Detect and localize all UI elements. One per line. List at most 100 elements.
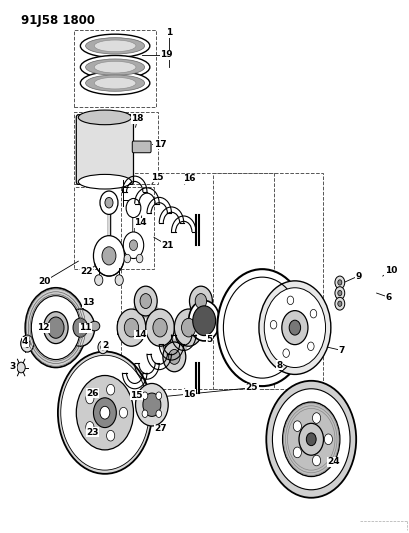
Text: 21: 21 xyxy=(161,241,173,250)
Circle shape xyxy=(337,290,341,296)
Circle shape xyxy=(145,309,174,346)
Circle shape xyxy=(76,375,133,450)
FancyBboxPatch shape xyxy=(76,115,133,184)
Circle shape xyxy=(140,294,151,309)
Circle shape xyxy=(106,384,115,395)
Text: 91J58 1800: 91J58 1800 xyxy=(21,14,95,27)
Text: 2: 2 xyxy=(101,341,108,350)
Circle shape xyxy=(101,345,105,350)
Circle shape xyxy=(155,410,161,417)
Bar xyxy=(74,187,153,269)
Circle shape xyxy=(47,317,64,338)
Circle shape xyxy=(21,335,34,352)
Circle shape xyxy=(105,197,113,208)
Circle shape xyxy=(100,406,110,419)
Text: 5: 5 xyxy=(205,335,212,344)
Ellipse shape xyxy=(80,71,149,95)
Text: 15: 15 xyxy=(150,173,163,182)
Circle shape xyxy=(310,310,316,318)
Text: 19: 19 xyxy=(160,51,173,59)
Circle shape xyxy=(162,342,185,372)
Circle shape xyxy=(117,309,145,346)
Circle shape xyxy=(195,294,206,309)
Circle shape xyxy=(124,318,138,337)
Circle shape xyxy=(264,288,325,368)
Circle shape xyxy=(58,352,151,474)
Circle shape xyxy=(265,381,355,498)
Text: 20: 20 xyxy=(38,277,50,286)
Circle shape xyxy=(174,309,202,346)
Circle shape xyxy=(292,421,301,432)
Circle shape xyxy=(334,297,344,310)
Circle shape xyxy=(306,433,315,446)
Text: 14: 14 xyxy=(134,330,146,339)
Circle shape xyxy=(337,301,341,306)
Bar xyxy=(121,173,274,389)
Text: 18: 18 xyxy=(131,114,144,123)
Circle shape xyxy=(102,247,116,265)
Circle shape xyxy=(312,413,320,423)
Ellipse shape xyxy=(94,77,136,89)
Circle shape xyxy=(282,402,339,477)
Circle shape xyxy=(25,288,86,368)
Circle shape xyxy=(85,422,94,432)
Circle shape xyxy=(106,430,115,441)
Text: 13: 13 xyxy=(82,298,94,307)
Circle shape xyxy=(134,286,157,316)
Circle shape xyxy=(98,341,108,354)
Circle shape xyxy=(119,407,127,418)
Circle shape xyxy=(61,356,148,470)
Circle shape xyxy=(307,342,313,351)
Circle shape xyxy=(153,318,167,337)
Circle shape xyxy=(126,198,141,217)
Ellipse shape xyxy=(80,34,149,58)
Circle shape xyxy=(334,276,344,289)
Circle shape xyxy=(298,423,323,455)
Text: 4: 4 xyxy=(22,337,28,346)
Circle shape xyxy=(281,311,307,345)
Circle shape xyxy=(334,287,344,300)
Text: 17: 17 xyxy=(153,140,166,149)
Circle shape xyxy=(142,410,148,417)
Circle shape xyxy=(155,392,161,399)
Circle shape xyxy=(270,320,276,329)
Ellipse shape xyxy=(94,40,136,52)
Ellipse shape xyxy=(85,38,144,54)
Circle shape xyxy=(43,312,68,344)
Text: 14: 14 xyxy=(134,219,146,228)
Bar xyxy=(117,321,125,334)
Circle shape xyxy=(181,318,196,337)
Text: 25: 25 xyxy=(245,383,258,392)
Circle shape xyxy=(324,434,332,445)
Circle shape xyxy=(286,296,293,304)
Text: 23: 23 xyxy=(86,428,99,437)
Circle shape xyxy=(73,318,88,337)
Circle shape xyxy=(93,236,124,276)
Ellipse shape xyxy=(85,75,144,91)
Text: 27: 27 xyxy=(154,424,167,433)
Text: 15: 15 xyxy=(130,391,142,400)
Bar xyxy=(213,173,323,389)
Text: 9: 9 xyxy=(354,272,361,280)
Circle shape xyxy=(282,349,289,358)
Text: 7: 7 xyxy=(338,346,344,355)
Circle shape xyxy=(24,340,30,348)
Text: 12: 12 xyxy=(37,323,49,332)
Circle shape xyxy=(272,389,349,490)
FancyBboxPatch shape xyxy=(132,141,151,153)
Circle shape xyxy=(85,393,94,404)
Bar xyxy=(74,30,155,107)
Circle shape xyxy=(66,309,94,346)
Circle shape xyxy=(288,320,300,335)
Text: 3: 3 xyxy=(10,362,16,371)
Circle shape xyxy=(337,280,341,285)
Circle shape xyxy=(124,254,130,263)
Ellipse shape xyxy=(80,55,149,79)
Text: 22: 22 xyxy=(80,268,92,276)
Circle shape xyxy=(143,393,160,416)
Circle shape xyxy=(129,240,137,251)
Ellipse shape xyxy=(89,321,99,331)
Ellipse shape xyxy=(85,59,144,75)
Text: 26: 26 xyxy=(86,389,99,398)
Text: 10: 10 xyxy=(384,266,396,275)
